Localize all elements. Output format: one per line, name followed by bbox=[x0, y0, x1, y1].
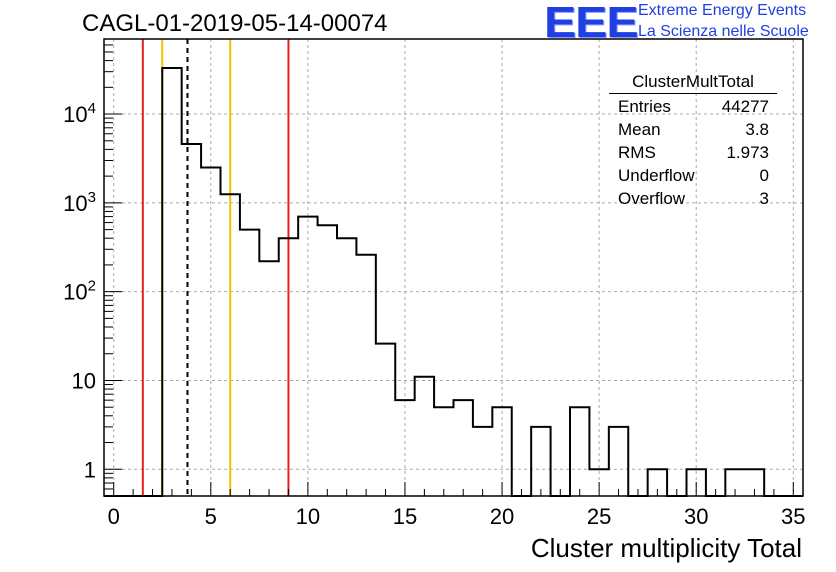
x-tick-label: 20 bbox=[490, 504, 514, 529]
histogram-series bbox=[104, 67, 803, 497]
histogram-bin bbox=[221, 194, 240, 496]
histogram-bin bbox=[279, 238, 298, 496]
x-tick-label: 35 bbox=[781, 504, 805, 529]
histogram-bin bbox=[201, 168, 220, 496]
histogram-bin bbox=[609, 427, 628, 496]
stats-box: ClusterMultTotal Entries 44277 Mean 3.8 … bbox=[609, 72, 777, 210]
histogram-bin bbox=[318, 225, 337, 496]
stats-label: Entries bbox=[618, 97, 671, 116]
stats-row-overflow: Overflow 3 bbox=[609, 187, 777, 210]
y-tick-label: 103 bbox=[63, 189, 96, 216]
stats-label: RMS bbox=[618, 143, 656, 162]
histogram-bin bbox=[376, 344, 395, 496]
y-tick-label: 102 bbox=[63, 278, 96, 305]
x-tick-label: 10 bbox=[296, 504, 320, 529]
histogram-bin bbox=[337, 238, 356, 496]
histogram-bin bbox=[259, 261, 278, 496]
x-tick-label: 0 bbox=[108, 504, 120, 529]
histogram-bin bbox=[162, 68, 181, 496]
stats-row-entries: Entries 44277 bbox=[609, 95, 777, 118]
stats-value: 1.973 bbox=[726, 143, 769, 162]
histogram-bin bbox=[454, 400, 473, 496]
logo-text-line2: La Scienza nelle Scuole bbox=[638, 23, 809, 40]
logo-text-line1: Extreme Energy Events bbox=[638, 2, 807, 19]
stats-value: 3 bbox=[759, 189, 769, 208]
histogram-bin bbox=[531, 427, 550, 496]
histogram-bin bbox=[356, 255, 375, 496]
y-tick-label: 10 bbox=[72, 368, 96, 393]
histogram-bin bbox=[182, 144, 201, 496]
stats-title: ClusterMultTotal bbox=[609, 72, 777, 94]
x-tick-label: 25 bbox=[587, 504, 611, 529]
grid-lines bbox=[104, 39, 803, 496]
stats-label: Underflow bbox=[618, 166, 695, 185]
histogram-bin bbox=[395, 400, 414, 496]
histogram-bin bbox=[473, 427, 492, 496]
x-tick-label: 5 bbox=[205, 504, 217, 529]
stats-label: Overflow bbox=[618, 189, 686, 208]
stats-row-mean: Mean 3.8 bbox=[609, 118, 777, 141]
y-tick-label: 1 bbox=[84, 457, 96, 482]
stats-value: 44277 bbox=[721, 97, 769, 116]
axes bbox=[103, 38, 804, 497]
stats-label: Mean bbox=[618, 120, 661, 139]
plot-frame bbox=[103, 38, 804, 497]
stats-row-underflow: Underflow 0 bbox=[609, 164, 777, 187]
x-axis-label: Cluster multiplicity Total bbox=[530, 533, 802, 563]
histogram-bin bbox=[240, 230, 259, 496]
stats-row-rms: RMS 1.973 bbox=[609, 141, 777, 164]
histogram-line bbox=[104, 67, 803, 497]
histogram-bin bbox=[298, 217, 317, 496]
y-tick-label: 104 bbox=[63, 100, 96, 127]
x-tick-label: 30 bbox=[684, 504, 708, 529]
x-tick-label: 15 bbox=[393, 504, 417, 529]
stats-value: 3.8 bbox=[745, 120, 769, 139]
histogram-bin bbox=[415, 377, 434, 496]
stats-value: 0 bbox=[759, 166, 769, 185]
histogram-bin bbox=[434, 407, 453, 496]
histogram-bin bbox=[570, 407, 589, 496]
chart-title: CAGL-01-2019-05-14-00074 bbox=[82, 10, 388, 37]
